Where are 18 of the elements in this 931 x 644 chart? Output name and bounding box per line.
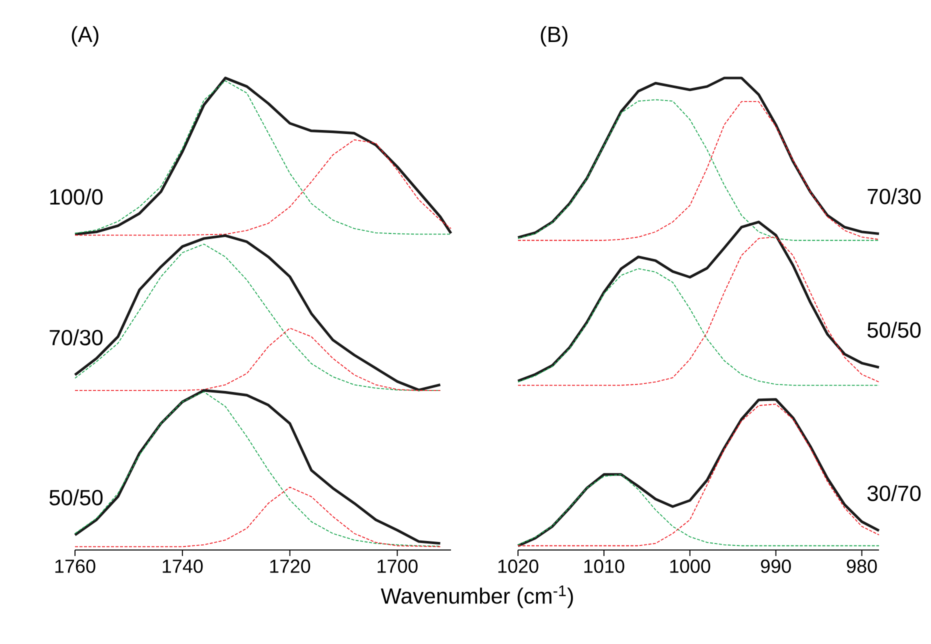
- series-label: 50/50: [868, 322, 921, 338]
- x-tick-label: 1020: [498, 560, 538, 573]
- series-label: 70/30: [50, 329, 103, 346]
- x-tick-label: 980: [846, 560, 877, 573]
- x-axis-title: Wavenumber (cm$^{-1}$): [380, 586, 573, 608]
- x-tick-label: 1700: [378, 560, 418, 573]
- x-tick-label: 1010: [584, 560, 624, 573]
- series-label: 70/30: [868, 188, 921, 204]
- x-tick-label: 990: [760, 560, 791, 573]
- x-tick-label: 1000: [670, 560, 710, 573]
- x-tick-label: 1740: [162, 560, 203, 573]
- x-tick-label: 1720: [270, 560, 310, 573]
- chart-title: (B): [540, 26, 568, 46]
- series-label: 100/0: [50, 188, 103, 205]
- chart-title: (A): [72, 26, 98, 46]
- series-label: 50/50: [50, 489, 103, 506]
- series-label: 30/70: [867, 485, 921, 502]
- x-tick-label: 1760: [55, 560, 96, 573]
